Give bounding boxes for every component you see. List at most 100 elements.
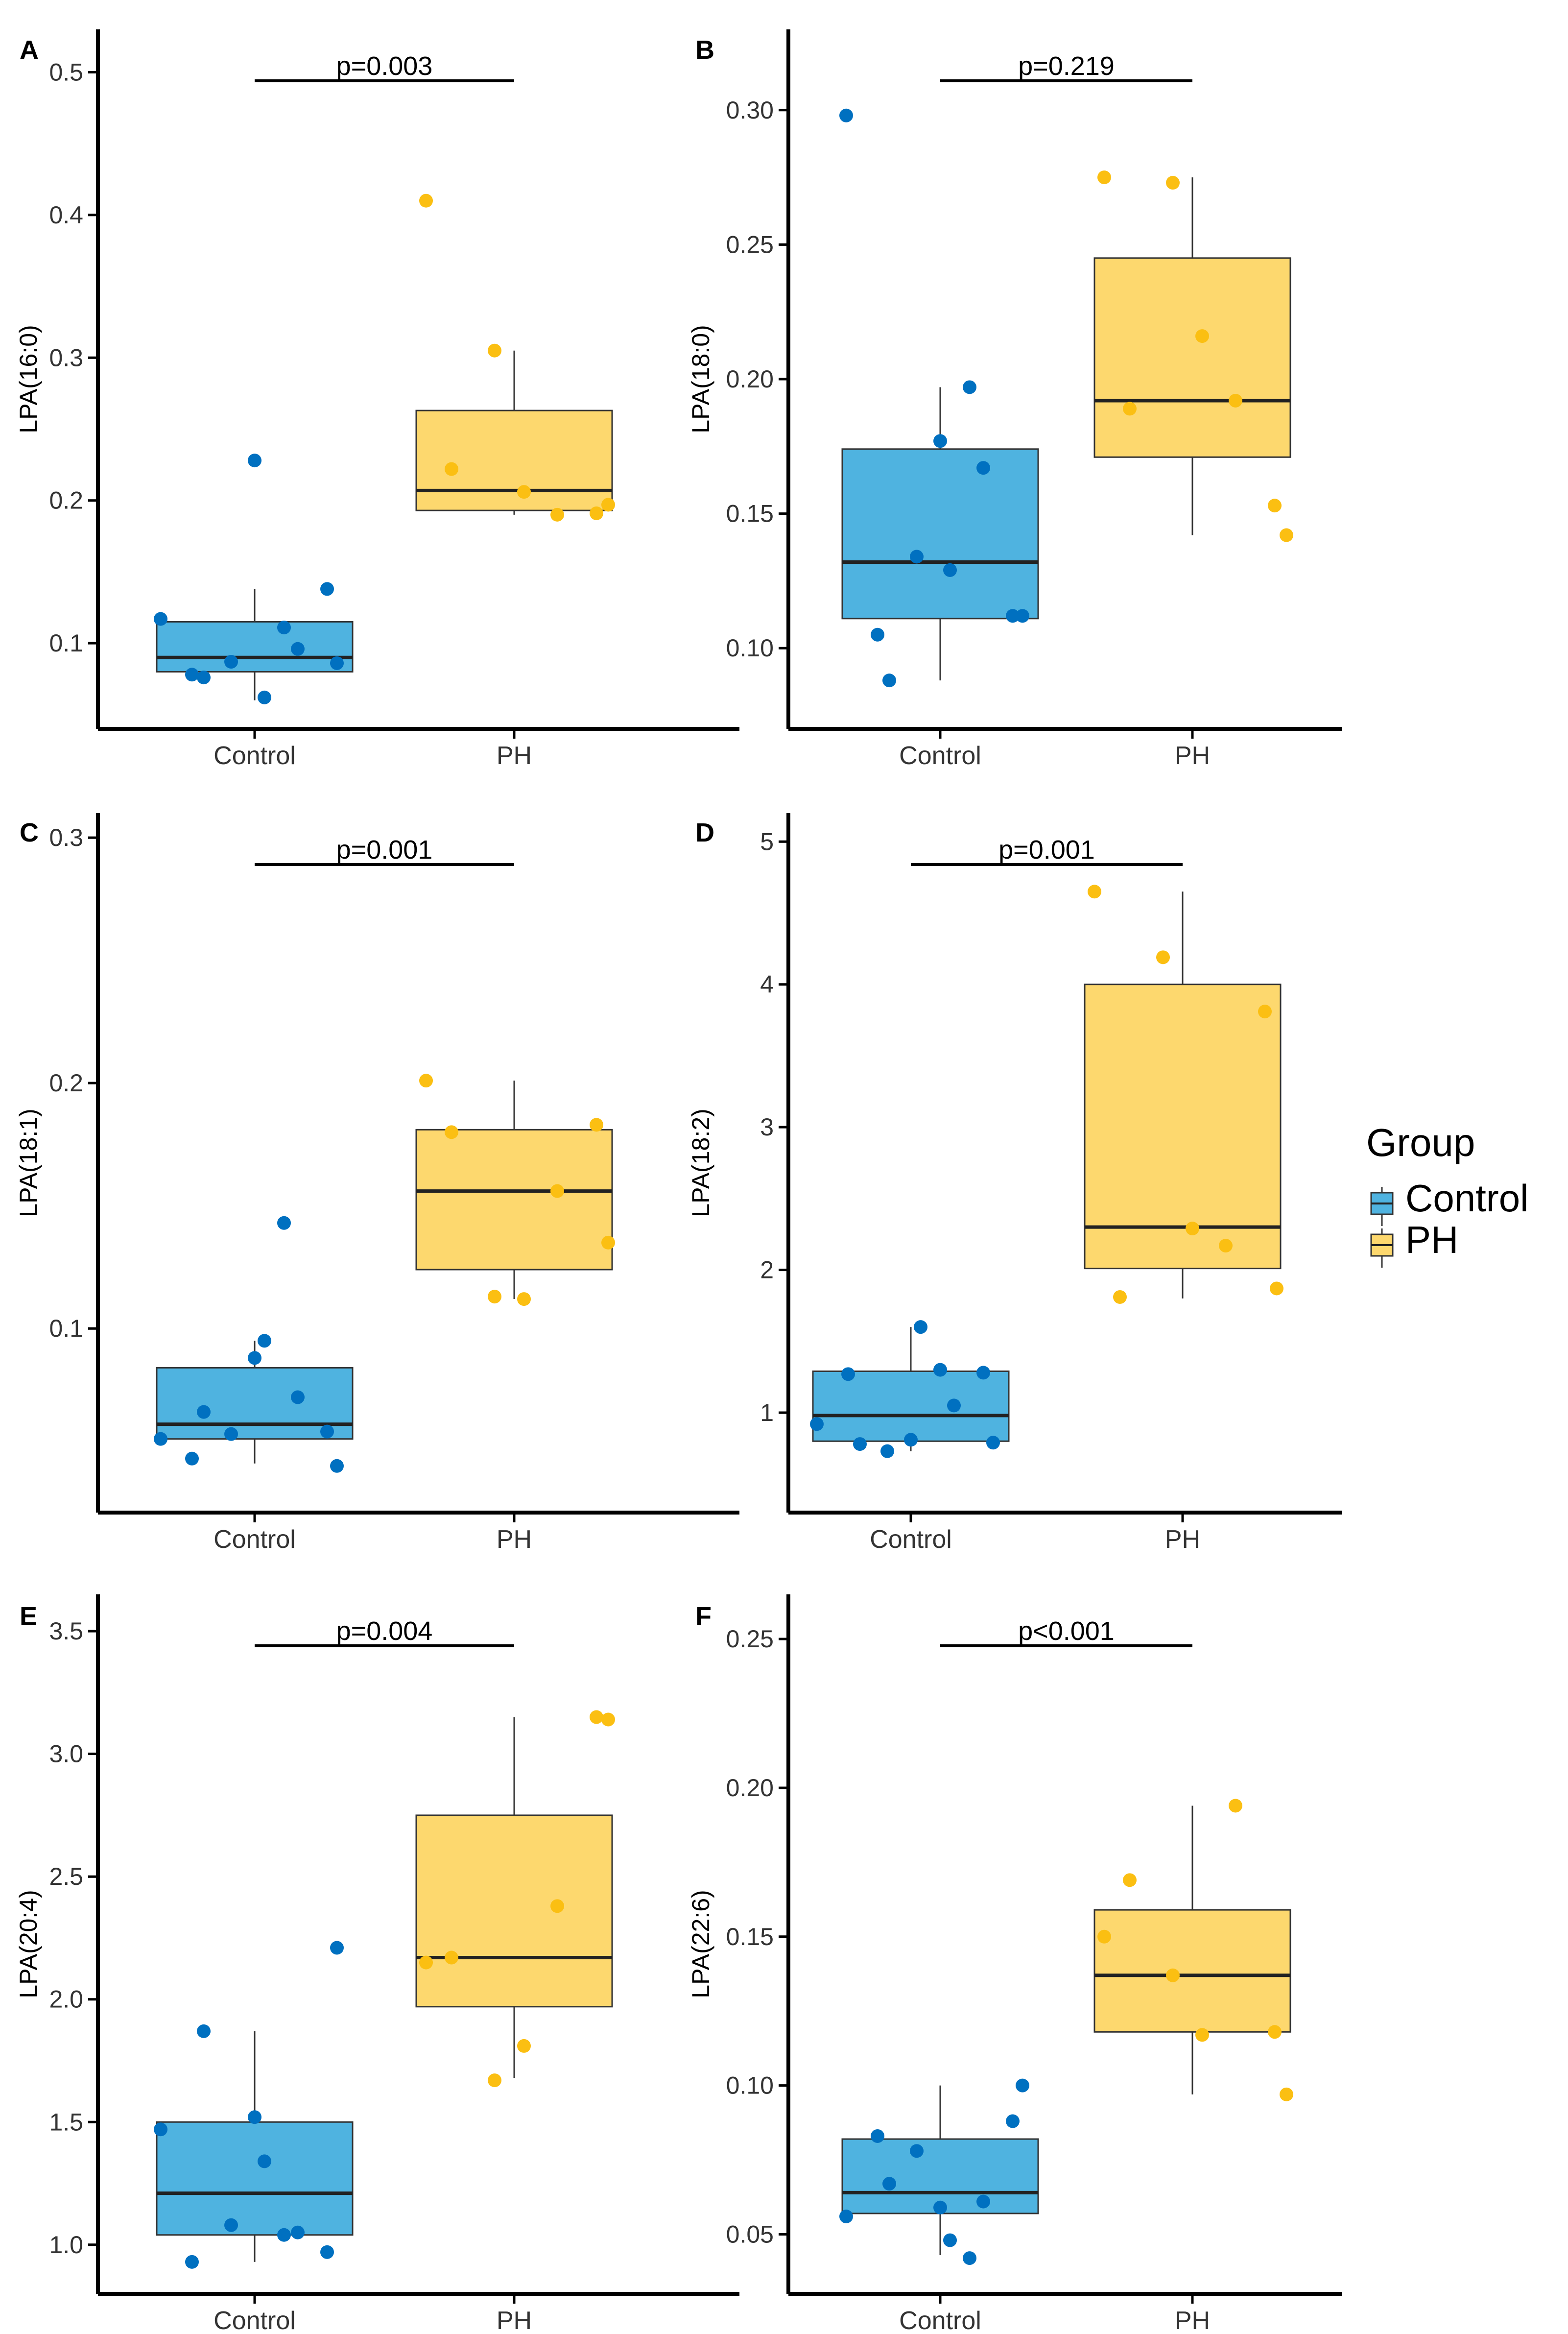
y-tick-label: 0.1 xyxy=(49,1315,83,1342)
box-ph xyxy=(415,1814,613,2008)
y-tick-label: 1.5 xyxy=(49,2108,83,2136)
y-tick-label: 0.3 xyxy=(49,824,83,851)
y-tick-label: 0.05 xyxy=(726,2220,774,2248)
y-tick-label: 3 xyxy=(760,1113,774,1141)
panel-label: C xyxy=(20,818,39,847)
data-point-ph xyxy=(1156,950,1170,964)
data-point-control xyxy=(320,2245,334,2259)
box-ph xyxy=(1084,984,1282,1270)
box-control xyxy=(156,621,354,673)
x-tick-label: Control xyxy=(214,2307,296,2334)
x-tick-label: PH xyxy=(497,1525,532,1554)
p-value-label: p=0.001 xyxy=(336,835,433,865)
box-control xyxy=(841,448,1039,620)
panel-a: A LPA(16:0) 0.1 0.2 0.3 0.4 0.5 Control PH p=0.00… xyxy=(15,29,739,770)
data-point-control xyxy=(976,1366,990,1380)
y-tick-label: 0.25 xyxy=(726,231,774,258)
y-tick-label: 3.0 xyxy=(49,1740,83,1768)
data-point-ph xyxy=(601,1712,615,1727)
y-tick-label: 0.2 xyxy=(49,487,83,514)
x-tick-label: PH xyxy=(1165,1525,1200,1554)
y-axis-title: LPA(22:6) xyxy=(687,1890,714,1998)
x-tick-label: Control xyxy=(870,1525,952,1554)
data-point-ph xyxy=(550,507,564,522)
data-point-control xyxy=(248,1351,261,1365)
y-tick-label: 0.10 xyxy=(726,2072,774,2099)
data-point-ph xyxy=(1280,2087,1293,2101)
x-tick-label: PH xyxy=(497,2307,532,2334)
p-value-label: p=0.001 xyxy=(998,835,1095,865)
data-point-control xyxy=(224,655,238,669)
data-point-control xyxy=(839,108,853,122)
data-point-control xyxy=(185,668,199,682)
x-tick-label: PH xyxy=(1175,742,1210,770)
data-point-control xyxy=(291,1390,305,1404)
data-point-ph xyxy=(1258,1005,1272,1019)
data-point-ph xyxy=(1229,1799,1242,1813)
panel-b: B LPA(18:0) 0.10 0.15 0.20 0.25 0.30 Control PH p… xyxy=(687,29,1342,770)
data-point-control xyxy=(185,1451,199,1466)
box-ph xyxy=(415,1129,613,1271)
data-point-ph xyxy=(1123,402,1137,416)
data-point-ph xyxy=(517,2039,531,2053)
data-point-control xyxy=(277,621,291,635)
x-tick-label: Control xyxy=(214,742,296,770)
p-value-label: p=0.004 xyxy=(336,1616,433,1646)
y-tick-label: 0.20 xyxy=(726,1774,774,1802)
data-point-control xyxy=(963,2251,976,2265)
data-point-control xyxy=(248,454,261,468)
data-point-ph xyxy=(590,1118,603,1132)
y-tick-label: 2.0 xyxy=(49,1986,83,2013)
p-value-label: p=0.219 xyxy=(1018,51,1115,81)
data-point-control xyxy=(910,2144,924,2158)
panel-f: F LPA(22:6) 0.05 0.10 0.15 0.20 0.25 Control PH p… xyxy=(687,1594,1342,2334)
y-axis-title: LPA(16:0) xyxy=(15,325,42,433)
p-value-label: p=0.003 xyxy=(336,51,433,81)
data-point-control xyxy=(976,2194,990,2209)
data-point-control xyxy=(154,2122,167,2137)
data-point-ph xyxy=(1097,1929,1111,1944)
data-point-ph xyxy=(445,1125,458,1139)
data-point-control xyxy=(933,1363,947,1377)
x-tick-label: Control xyxy=(899,2307,981,2334)
data-point-ph xyxy=(517,485,531,499)
data-point-control xyxy=(882,674,896,688)
data-point-ph xyxy=(1280,528,1293,542)
data-point-ph xyxy=(601,1235,615,1250)
y-tick-label: 2.5 xyxy=(49,1863,83,1890)
data-point-control xyxy=(197,671,211,685)
legend-key xyxy=(1370,1228,1394,1268)
y-axis-title: LPA(18:1) xyxy=(15,1108,42,1217)
y-tick-label: 0.5 xyxy=(49,58,83,86)
data-point-control xyxy=(904,1433,918,1447)
data-point-control xyxy=(277,1216,291,1230)
x-tick-label: PH xyxy=(497,742,532,770)
data-point-control xyxy=(224,1427,238,1441)
box-ph xyxy=(415,409,613,511)
data-point-ph xyxy=(1186,1222,1199,1236)
data-point-control xyxy=(963,380,976,394)
legend-item-label: Control xyxy=(1405,1177,1528,1220)
y-tick-label: 0.20 xyxy=(726,365,774,393)
data-point-ph xyxy=(1088,885,1101,899)
panel-label: F xyxy=(695,1602,712,1631)
data-point-control xyxy=(320,1424,334,1439)
data-point-ph xyxy=(488,1290,501,1304)
data-point-control xyxy=(154,612,167,626)
data-point-control xyxy=(943,2233,957,2247)
data-point-control xyxy=(914,1320,927,1334)
data-point-ph xyxy=(550,1184,564,1198)
y-axis-title: LPA(20:4) xyxy=(15,1890,42,1998)
x-tick-label: Control xyxy=(899,742,981,770)
y-tick-label: 0.1 xyxy=(49,629,83,657)
y-tick-label: 4 xyxy=(760,971,774,998)
data-point-control xyxy=(871,627,884,642)
data-point-ph xyxy=(1123,1873,1137,1887)
data-point-ph xyxy=(1270,1281,1283,1296)
box-ph xyxy=(1093,257,1291,458)
y-tick-label: 0.30 xyxy=(726,96,774,124)
data-point-control xyxy=(910,550,924,564)
data-point-control xyxy=(1006,609,1020,623)
data-point-control xyxy=(853,1437,867,1451)
